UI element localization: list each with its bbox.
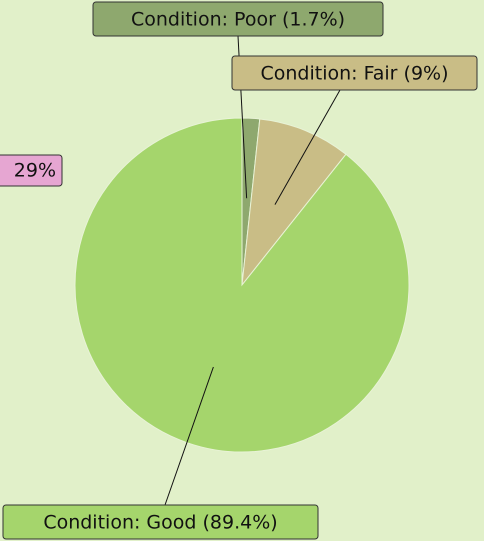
label-box <box>92 1 384 37</box>
label-box <box>2 504 319 540</box>
slice-label: Condition: Good (89.4%) <box>43 512 277 534</box>
slice-label: Condition: Poor (1.7%) <box>131 9 345 31</box>
slice-label: Condition: Fair (9%) <box>260 63 448 85</box>
label-box <box>231 55 478 91</box>
clipped-label: 29% <box>14 160 56 182</box>
pie-slice <box>74 117 410 453</box>
clipped-label-box <box>0 154 63 187</box>
leader-line <box>274 89 341 205</box>
leader-line <box>164 366 214 506</box>
pie-slice <box>241 118 347 287</box>
